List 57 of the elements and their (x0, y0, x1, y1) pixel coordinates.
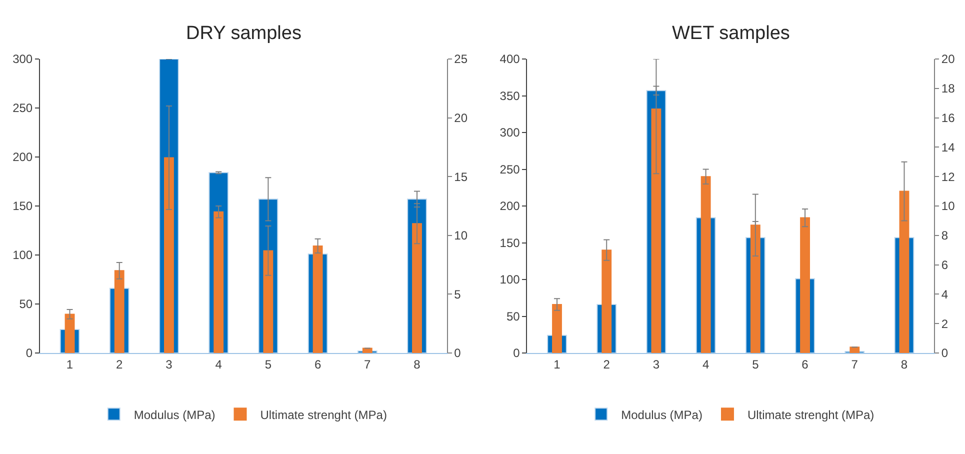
y-tick-label: 0 (513, 346, 520, 360)
y2-tick-label: 4 (941, 287, 948, 302)
y2-tick-label: 0 (454, 346, 462, 360)
y-tick-label: 400 (500, 52, 520, 66)
legend-label: Ultimate strenght (MPa) (260, 408, 387, 422)
x-tick-label: 5 (752, 357, 760, 372)
y2-tick-label: 25 (454, 52, 468, 66)
y-tick-label: 300 (12, 52, 33, 66)
x-tick-label: 7 (851, 357, 858, 372)
x-tick-label: 8 (900, 357, 908, 372)
chart-title: DRY samples (186, 23, 302, 44)
y2-tick-label: 0 (941, 346, 948, 360)
y2-tick-label: 18 (941, 82, 956, 96)
legend-label: Modulus (MPa) (621, 408, 702, 422)
x-tick-label: 2 (603, 357, 610, 372)
legend-label: Modulus (MPa) (134, 408, 216, 422)
y-tick-label: 0 (26, 346, 33, 360)
y2-tick-label: 12 (941, 170, 956, 184)
y-tick-label: 100 (500, 272, 520, 287)
y-tick-label: 50 (506, 309, 520, 324)
x-tick-label: 8 (414, 357, 421, 372)
x-tick-label: 1 (66, 357, 74, 372)
y2-tick-label: 14 (941, 140, 956, 154)
y2-tick-label: 10 (941, 199, 956, 214)
y-tick-label: 350 (500, 88, 520, 103)
y2-tick-label: 5 (454, 287, 462, 302)
y-tick-label: 200 (12, 150, 33, 164)
x-tick-label: 2 (116, 357, 124, 372)
y2-tick-label: 20 (941, 52, 956, 66)
y2-tick-label: 16 (941, 111, 956, 125)
y-tick-label: 150 (12, 199, 33, 214)
x-tick-label: 5 (264, 357, 272, 372)
y2-tick-label: 8 (941, 228, 948, 243)
y2-tick-label: 2 (941, 316, 948, 331)
legend-label: Ultimate strenght (MPa) (747, 408, 874, 422)
x-tick-label: 6 (314, 357, 322, 372)
y2-tick-label: 10 (454, 228, 468, 243)
bar (263, 250, 274, 353)
y-tick-label: 50 (19, 297, 33, 312)
x-tick-label: 4 (215, 357, 222, 372)
chart-title: WET samples (672, 23, 790, 44)
y2-tick-label: 20 (454, 111, 468, 125)
x-tick-label: 6 (802, 357, 809, 372)
y2-tick-label: 6 (941, 258, 948, 272)
x-tick-label: 3 (166, 357, 173, 372)
x-tick-label: 7 (364, 357, 372, 372)
y-tick-label: 200 (500, 199, 520, 214)
y-tick-label: 150 (500, 236, 520, 250)
y2-tick-label: 15 (454, 170, 468, 184)
x-tick-label: 4 (702, 357, 710, 372)
y-tick-label: 250 (500, 162, 520, 176)
x-tick-label: 1 (554, 357, 561, 372)
x-tick-label: 3 (652, 357, 660, 372)
y-tick-label: 300 (500, 126, 520, 140)
y-tick-label: 100 (12, 248, 33, 262)
bar (164, 157, 174, 353)
y-tick-label: 250 (12, 101, 33, 116)
